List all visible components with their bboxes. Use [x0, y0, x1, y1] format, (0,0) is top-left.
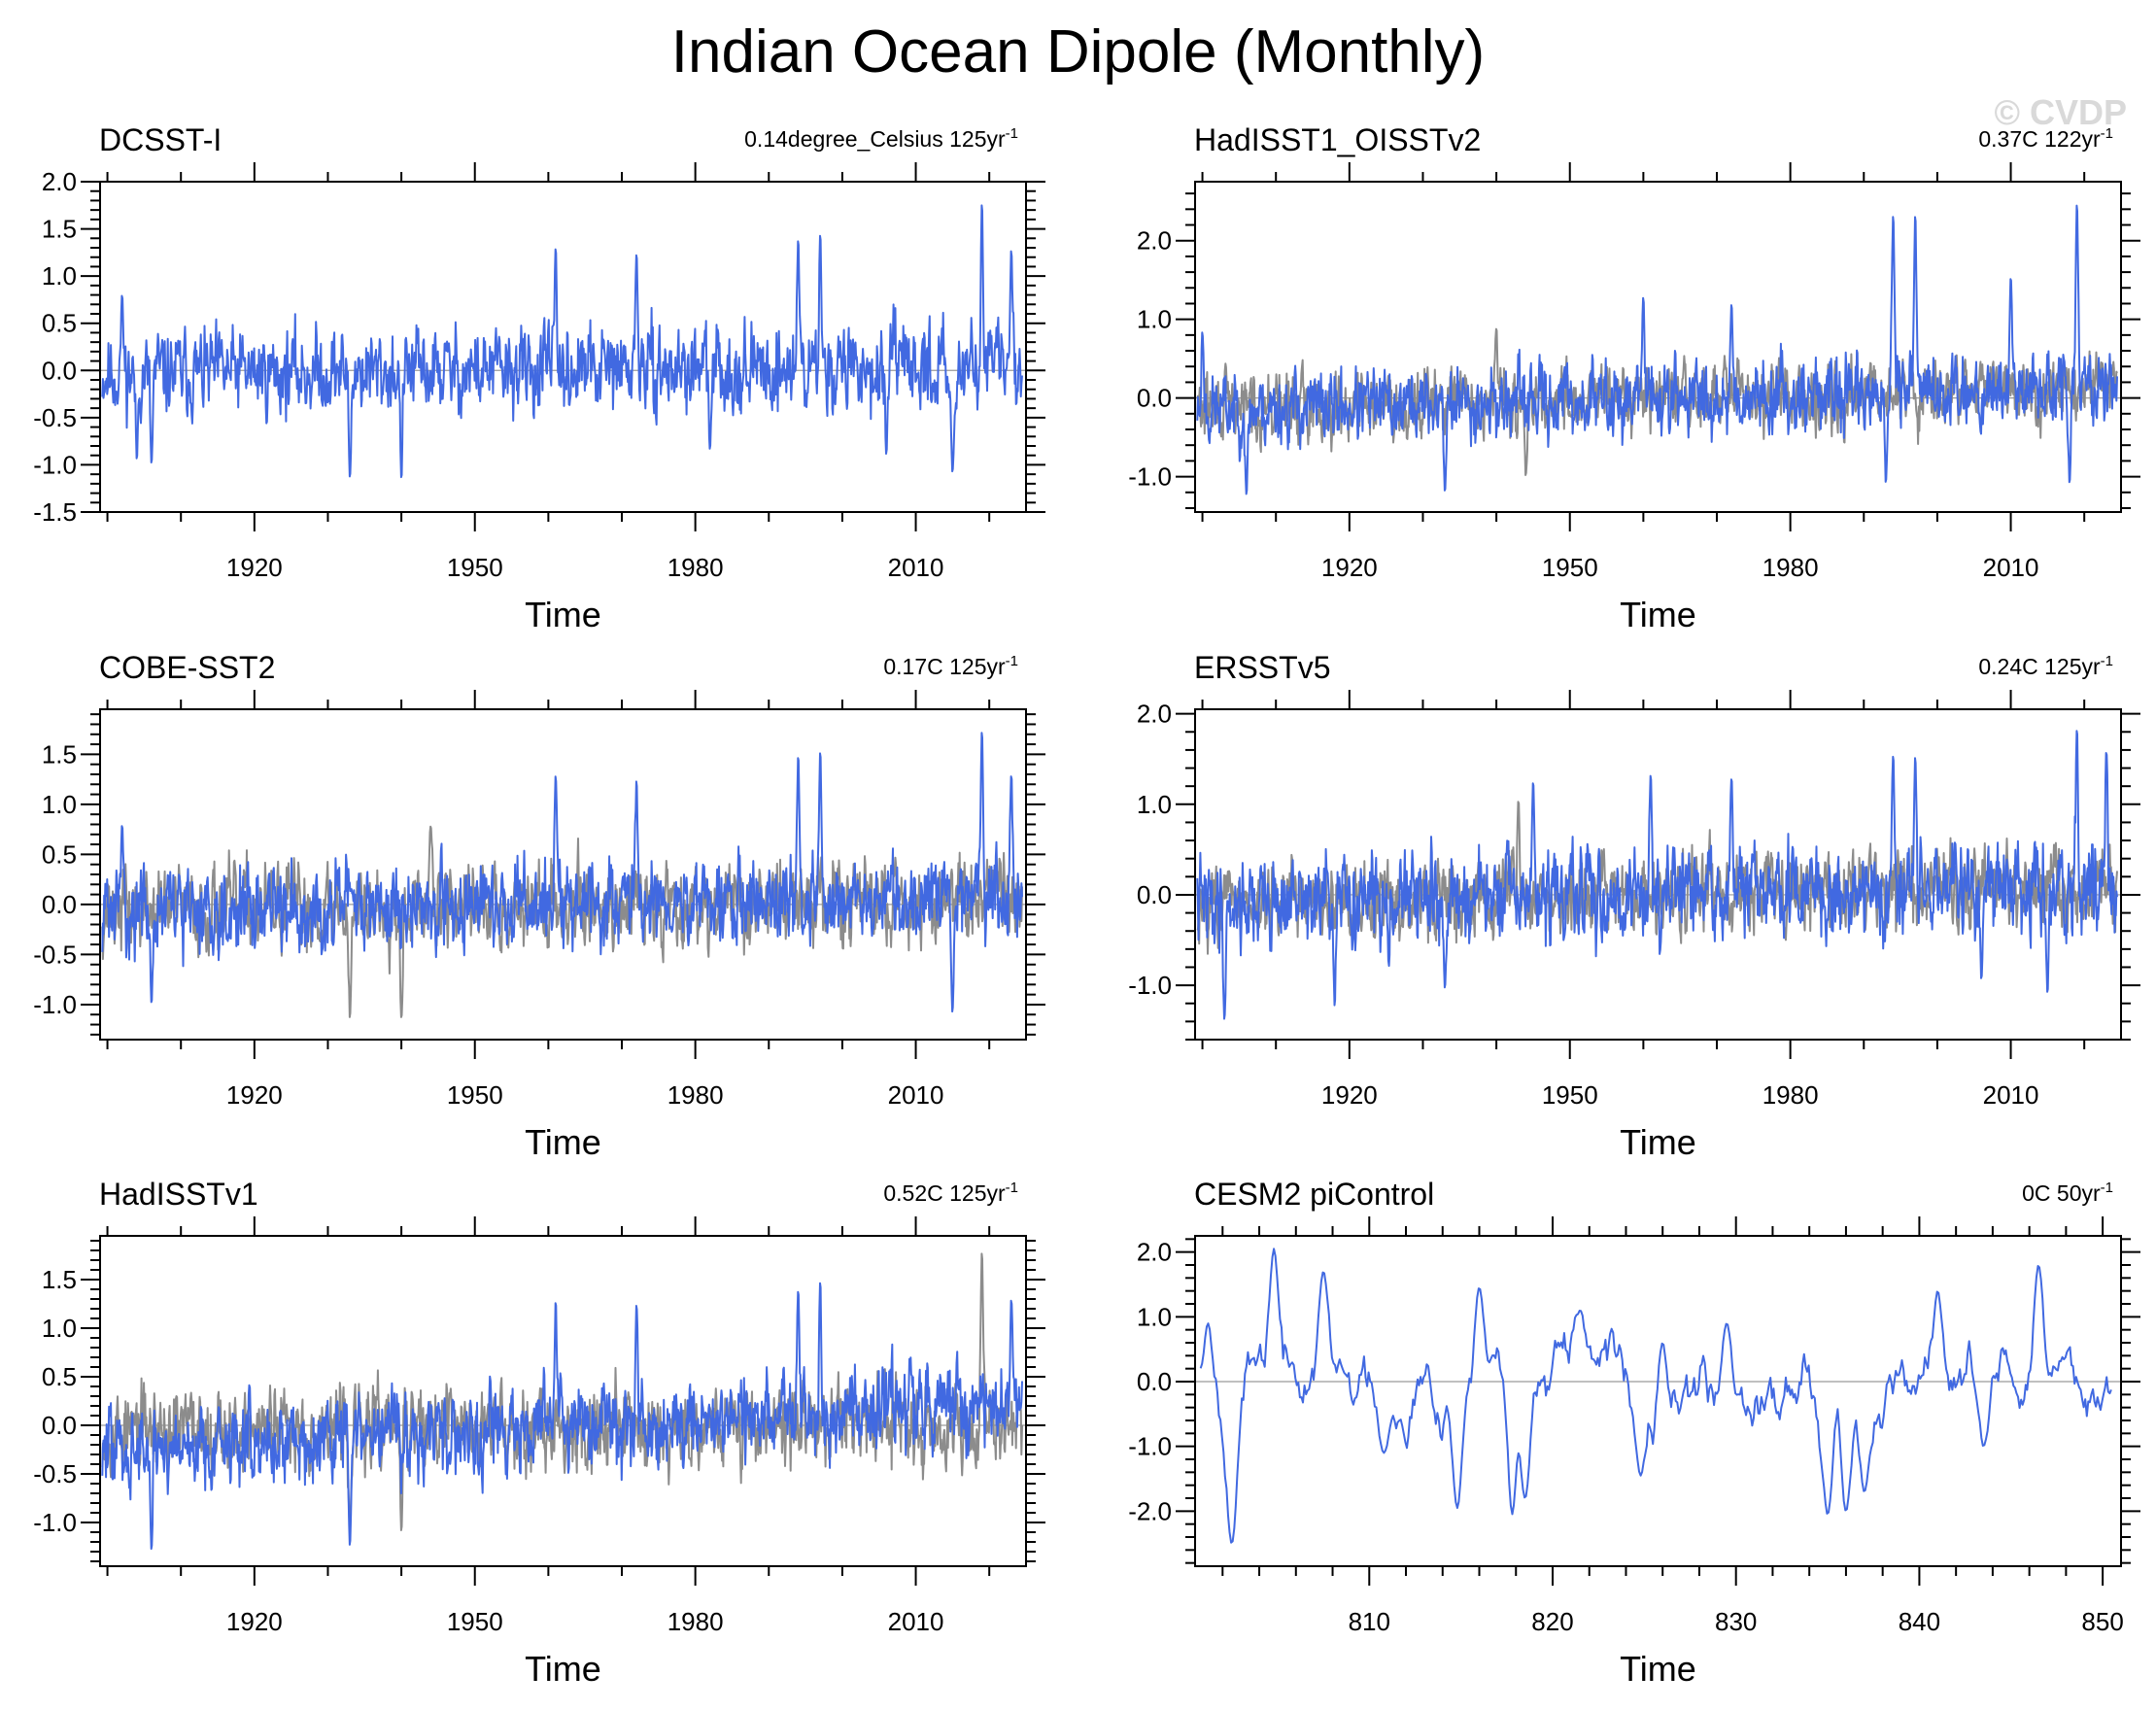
- primary-series-line: [1199, 1248, 2112, 1544]
- y-tick-label: -0.5: [33, 940, 77, 969]
- x-tick-label: 1980: [1762, 553, 1819, 582]
- trend-label: 0.52C 125yr-1: [883, 1180, 1018, 1206]
- x-tick-label: 1980: [1762, 1080, 1819, 1110]
- x-axis-label: Time: [525, 1122, 601, 1162]
- chart-panel: -1.0 -0.5 0.0 0.5 1.0 1.5 1920 1950 1980 2010 Time…: [33, 1177, 1045, 1689]
- trend-label: 0.17C 125yr-1: [883, 653, 1018, 679]
- x-tick-label: 2010: [888, 1607, 944, 1636]
- y-tick-label: -0.5: [33, 403, 77, 432]
- x-tick-label: 1920: [1321, 553, 1378, 582]
- plot-frame: [1194, 708, 2122, 1041]
- trend-label: 0C 50yr-1: [2022, 1180, 2113, 1206]
- y-tick-label: -1.0: [1128, 1432, 1172, 1461]
- x-tick-label: 1980: [667, 1080, 724, 1110]
- plot-frame: [1194, 1235, 2122, 1567]
- y-tick-label: -1.0: [33, 450, 77, 479]
- y-tick-label: 0.5: [42, 839, 77, 869]
- x-tick-label: 850: [2081, 1607, 2123, 1636]
- x-tick-label: 1920: [226, 1080, 283, 1110]
- chart-panel: -1.0 0.0 1.0 2.0 1920 1950 1980 2010 Time ERSSTv5…: [1128, 650, 2140, 1162]
- y-tick-label: 2.0: [1137, 1238, 1172, 1267]
- y-tick-label: 2.0: [1137, 226, 1172, 256]
- x-axis-label: Time: [1620, 595, 1696, 634]
- plot-frame: [1194, 181, 2122, 513]
- x-axis-label: Time: [1620, 1649, 1696, 1689]
- y-tick-label: 0.5: [42, 309, 77, 338]
- x-tick-label: 1920: [226, 553, 283, 582]
- figure-title: Indian Ocean Dipole (Monthly): [670, 18, 1486, 86]
- x-tick-label: 1980: [667, 553, 724, 582]
- x-axis-label: Time: [525, 1649, 601, 1689]
- trend-label: 0.14degree_Celsius 125yr-1: [744, 125, 1018, 152]
- x-tick-label: 1950: [1542, 553, 1598, 582]
- x-tick-label: 1980: [667, 1607, 724, 1636]
- y-tick-label: -1.0: [1128, 971, 1172, 1000]
- x-axis-label: Time: [525, 595, 601, 634]
- y-tick-label: 1.5: [42, 215, 77, 244]
- chart-panel: -1.5 -1.0 -0.5 0.0 0.5 1.0 1.5 2.0 1920 1950 1980 2…: [33, 122, 1045, 634]
- panel-title: HadISST1_OISSTv2: [1194, 122, 1481, 157]
- panel-title: DCSST-I: [99, 122, 222, 157]
- primary-series-line: [1196, 730, 2118, 1020]
- y-tick-label: 1.0: [1137, 790, 1172, 819]
- x-tick-label: 2010: [1983, 1080, 2039, 1110]
- y-tick-label: 1.0: [42, 1314, 77, 1343]
- y-tick-label: 2.0: [1137, 700, 1172, 729]
- y-tick-label: 0.0: [1137, 1367, 1172, 1396]
- x-tick-label: 1950: [447, 1607, 503, 1636]
- panel-title: CESM2 piControl: [1194, 1177, 1434, 1212]
- y-tick-label: 0.0: [42, 356, 77, 385]
- x-tick-label: 2010: [888, 553, 944, 582]
- panel-title: ERSSTv5: [1194, 650, 1330, 685]
- panel-title: COBE-SST2: [99, 650, 275, 685]
- panel-title: HadISSTv1: [99, 1177, 258, 1212]
- y-tick-label: 0.0: [42, 890, 77, 919]
- y-tick-label: 1.0: [1137, 305, 1172, 334]
- y-tick-label: 0.5: [42, 1362, 77, 1391]
- chart-panel: -2.0 -1.0 0.0 1.0 2.0 810 820 830 840 850 Time CESM…: [1128, 1177, 2140, 1689]
- x-tick-label: 840: [1899, 1607, 1940, 1636]
- x-tick-label: 1950: [1542, 1080, 1598, 1110]
- y-tick-label: -1.0: [1128, 462, 1172, 492]
- plot-frame: [99, 181, 1027, 513]
- y-tick-label: 1.0: [1137, 1302, 1172, 1331]
- y-tick-label: -1.0: [33, 1508, 77, 1537]
- x-tick-label: 810: [1349, 1607, 1390, 1636]
- plot-frame: [99, 1235, 1027, 1567]
- primary-series-line: [101, 1282, 1023, 1551]
- y-tick-label: 0.0: [1137, 880, 1172, 909]
- x-tick-label: 830: [1715, 1607, 1757, 1636]
- x-axis-label: Time: [1620, 1122, 1696, 1162]
- watermark-text: © CVDP: [1994, 92, 2127, 132]
- y-tick-label: -1.5: [33, 497, 77, 527]
- y-tick-label: -0.5: [33, 1459, 77, 1488]
- y-tick-label: 0.0: [42, 1411, 77, 1440]
- chart-panel: -1.0 0.0 1.0 2.0 1920 1950 1980 2010 Time HadISST…: [1128, 122, 2140, 634]
- x-tick-label: 1950: [447, 553, 503, 582]
- primary-series-line: [101, 204, 1023, 479]
- primary-series-line: [1196, 204, 2118, 496]
- x-tick-label: 1920: [226, 1607, 283, 1636]
- y-tick-label: 1.0: [42, 261, 77, 291]
- trend-label: 0.24C 125yr-1: [1978, 653, 2113, 679]
- y-tick-label: 1.5: [42, 1265, 77, 1294]
- primary-series-line: [101, 732, 1023, 1013]
- y-tick-label: 0.0: [1137, 384, 1172, 413]
- x-tick-label: 1920: [1321, 1080, 1378, 1110]
- chart-panel: -1.0 -0.5 0.0 0.5 1.0 1.5 1920 1950 1980 2010 Time…: [33, 650, 1045, 1162]
- y-tick-label: 1.0: [42, 790, 77, 819]
- trend-label: 0.37C 122yr-1: [1978, 125, 2113, 152]
- x-tick-label: 2010: [888, 1080, 944, 1110]
- y-tick-label: 2.0: [42, 167, 77, 196]
- x-tick-label: 1950: [447, 1080, 503, 1110]
- y-tick-label: -1.0: [33, 990, 77, 1019]
- x-tick-label: 2010: [1983, 553, 2039, 582]
- y-tick-label: 1.5: [42, 739, 77, 769]
- x-tick-label: 820: [1531, 1607, 1573, 1636]
- y-tick-label: -2.0: [1128, 1496, 1172, 1525]
